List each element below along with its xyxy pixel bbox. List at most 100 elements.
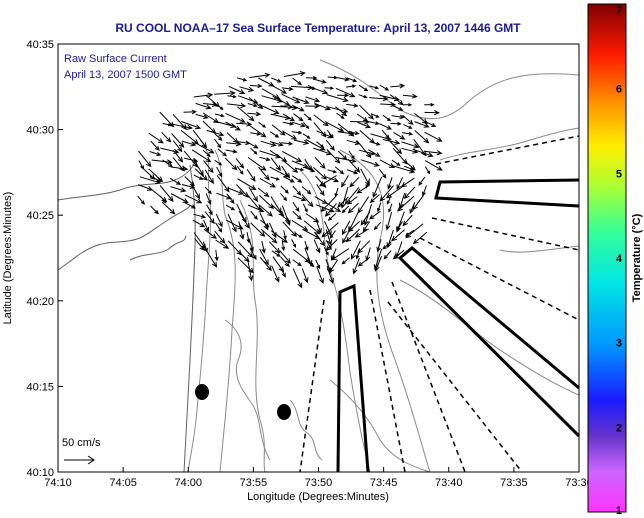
current-arrow xyxy=(345,228,360,243)
current-arrow xyxy=(350,240,361,260)
current-arrow xyxy=(282,150,303,163)
current-arrow xyxy=(269,141,284,147)
current-arrow xyxy=(292,201,300,213)
current-arrow xyxy=(402,103,413,107)
current-arrow xyxy=(334,166,345,175)
current-arrow xyxy=(280,192,288,202)
current-arrow xyxy=(172,149,184,163)
current-arrow xyxy=(237,178,257,191)
current-arrow xyxy=(368,121,380,126)
current-arrow xyxy=(247,103,258,108)
y-tick-label: 40:20 xyxy=(26,296,54,308)
current-arrow xyxy=(414,121,430,128)
current-arrow xyxy=(379,84,390,91)
current-arrow xyxy=(412,148,434,158)
current-arrow xyxy=(270,176,280,181)
current-arrow xyxy=(205,193,212,206)
current-arrow xyxy=(235,158,245,169)
current-arrow xyxy=(250,147,258,155)
current-arrow xyxy=(319,175,337,187)
current-arrow xyxy=(422,185,427,197)
current-arrow xyxy=(195,113,209,119)
current-arrow xyxy=(215,222,223,233)
current-arrow xyxy=(239,86,255,92)
current-arrow xyxy=(354,228,369,238)
current-arrow xyxy=(169,177,182,185)
x-tick-label: 73:50 xyxy=(305,477,333,489)
current-arrow xyxy=(259,156,271,162)
current-arrow xyxy=(259,256,272,272)
current-arrow xyxy=(329,230,336,239)
current-arrow xyxy=(225,112,246,123)
current-arrow xyxy=(357,258,369,267)
current-arrow xyxy=(271,77,282,83)
current-arrow xyxy=(402,93,418,99)
current-arrow xyxy=(357,121,371,129)
current-arrow xyxy=(326,106,349,114)
current-arrow xyxy=(184,194,203,204)
current-arrow xyxy=(258,121,267,128)
current-arrow xyxy=(379,159,396,168)
colorbar-tick-label: 2 xyxy=(616,422,622,434)
current-arrow xyxy=(282,121,295,126)
x-tick-label: 73:30 xyxy=(565,477,593,489)
current-arrow xyxy=(404,229,415,237)
current-arrow xyxy=(349,176,360,188)
current-arrow xyxy=(327,75,338,80)
current-arrow xyxy=(270,84,288,94)
current-arrow xyxy=(326,129,334,139)
current-arrow xyxy=(403,123,413,129)
x-tick-label: 74:10 xyxy=(44,477,72,489)
lane-boundary xyxy=(435,135,580,165)
colorbar xyxy=(587,3,627,513)
current-arrow xyxy=(204,211,215,225)
current-arrow xyxy=(325,121,345,132)
current-arrow xyxy=(330,248,350,261)
current-arrow xyxy=(303,166,316,173)
current-arrow xyxy=(238,221,245,240)
current-arrow xyxy=(327,169,338,174)
current-arrow xyxy=(337,93,350,98)
current-arrow xyxy=(181,121,202,130)
current-arrow xyxy=(301,186,312,195)
current-arrow xyxy=(214,230,226,244)
current-arrow xyxy=(170,123,193,130)
current-arrow xyxy=(291,239,297,248)
current-arrow xyxy=(369,194,380,204)
current-arrow xyxy=(358,94,368,99)
current-arrow xyxy=(259,195,275,210)
shore-line xyxy=(129,235,187,261)
current-arrow xyxy=(341,205,350,214)
current-arrow xyxy=(402,214,413,227)
current-arrow xyxy=(246,141,259,149)
current-arrow xyxy=(214,90,236,96)
current-arrow xyxy=(162,123,172,127)
current-arrow xyxy=(388,203,393,213)
colorbar-ticks: 1 2 3 4 5 6 7 xyxy=(616,5,623,517)
current-arrow xyxy=(193,92,214,98)
current-arrow xyxy=(382,138,401,145)
current-arrow xyxy=(292,77,303,86)
current-arrow xyxy=(248,186,258,203)
current-arrow xyxy=(424,110,440,116)
current-arrow xyxy=(305,259,315,268)
colorbar-tick-label: 6 xyxy=(616,84,622,96)
current-arrow xyxy=(292,175,303,183)
x-tick-label: 73:35 xyxy=(500,477,528,489)
current-arrow xyxy=(385,211,393,231)
lane-boundary xyxy=(419,237,580,321)
current-arrow xyxy=(304,240,309,251)
current-arrow xyxy=(250,222,266,237)
current-arrow xyxy=(271,265,280,283)
current-arrow xyxy=(194,238,205,251)
current-arrow xyxy=(342,231,350,244)
current-arrow xyxy=(326,265,334,284)
current-arrow xyxy=(225,121,242,131)
lane-boundary xyxy=(431,217,580,251)
map-panel: Raw Surface Current April 13, 2007 1500 … xyxy=(57,43,581,473)
current-arrow xyxy=(346,169,359,175)
current-arrow xyxy=(357,240,371,254)
current-arrow xyxy=(313,87,329,95)
current-arrow xyxy=(283,176,295,183)
current-arrow xyxy=(139,176,162,185)
